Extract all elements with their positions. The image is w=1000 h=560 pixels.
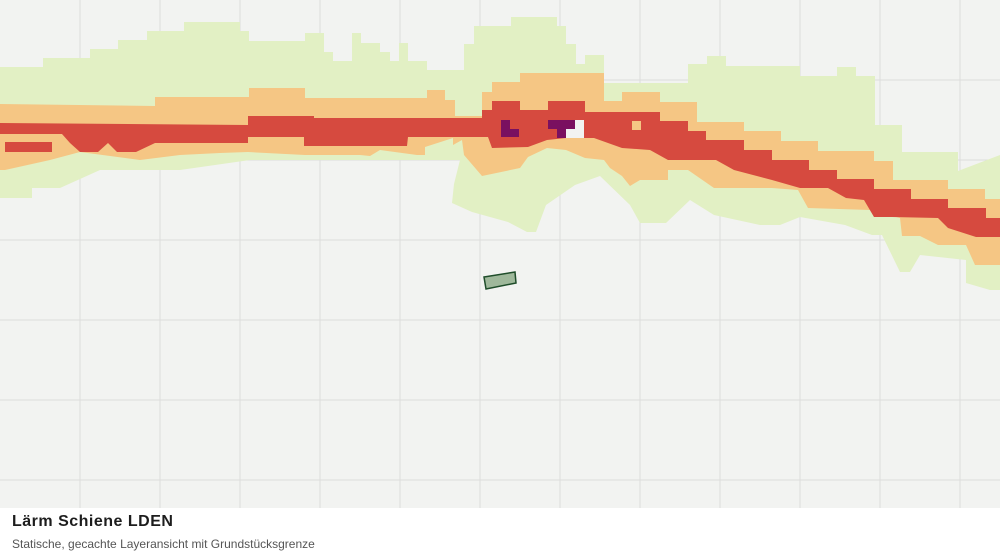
noise-zone-high [5, 142, 52, 152]
noise-zone-very-high [501, 120, 575, 138]
noise-zone-high [0, 101, 1000, 237]
map-canvas [0, 0, 1000, 508]
gap [632, 121, 641, 130]
subtitle: Statische, gecachte Layeransicht mit Gru… [12, 537, 315, 551]
title: Lärm Schiene LDEN [12, 513, 174, 530]
parcel-boundary [483, 271, 517, 290]
